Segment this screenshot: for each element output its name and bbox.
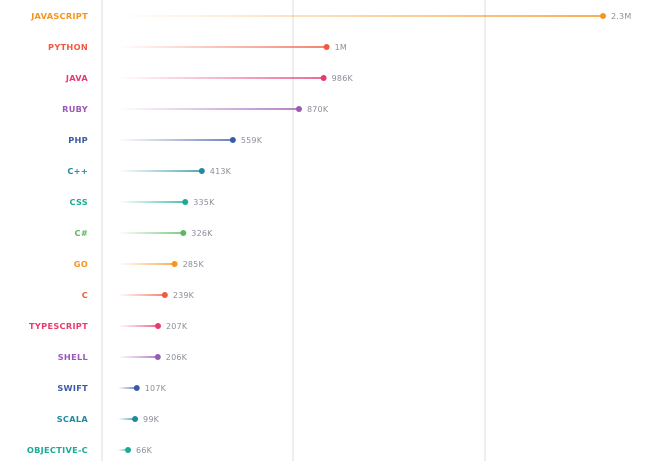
lollipop-dot: [161, 292, 168, 298]
row: RUBY 870K: [62, 104, 329, 114]
row: C# 326K: [75, 228, 213, 238]
lollipop-dot: [320, 75, 327, 81]
value-label: 335K: [193, 198, 215, 207]
row: C 239K: [82, 290, 195, 300]
value-label: 413K: [210, 167, 232, 176]
category-label: TYPESCRIPT: [29, 321, 88, 331]
row: OBJECTIVE-C 66K: [27, 445, 153, 455]
row: C++ 413K: [67, 166, 231, 176]
category-label: SCALA: [57, 414, 89, 424]
category-label: GO: [74, 259, 88, 269]
lollipop-dot: [229, 137, 236, 143]
value-label: 66K: [136, 446, 153, 455]
row: CSS 335K: [70, 197, 215, 207]
row: JAVA 986K: [65, 73, 354, 83]
lollipop-dot: [154, 354, 161, 360]
value-label: 2.3M: [611, 12, 631, 21]
row: SWIFT 107K: [57, 383, 166, 393]
lollipop-dot: [295, 106, 302, 112]
lollipop-dot: [198, 168, 205, 174]
grid: [101, 0, 486, 461]
row: JAVASCRIPT 2.3M: [30, 11, 631, 21]
lollipop-dot: [133, 385, 140, 391]
lollipop-dot: [125, 447, 132, 453]
lollipop-dot: [132, 416, 139, 422]
category-label: PYTHON: [48, 42, 88, 52]
value-label: 1M: [335, 43, 347, 52]
value-label: 206K: [166, 353, 188, 362]
category-label: PHP: [68, 135, 88, 145]
category-label: SWIFT: [57, 383, 88, 393]
row: PYTHON 1M: [48, 42, 347, 52]
category-label: C: [82, 290, 88, 300]
category-label: OBJECTIVE-C: [27, 445, 88, 455]
lollipop-dot: [600, 13, 606, 19]
category-label: JAVASCRIPT: [30, 11, 88, 21]
value-label: 99K: [143, 415, 160, 424]
row: GO 285K: [74, 259, 205, 269]
category-label: JAVA: [65, 73, 89, 83]
lollipop-dot: [171, 261, 178, 267]
category-label: CSS: [70, 197, 89, 207]
value-label: 285K: [183, 260, 205, 269]
row: SHELL 206K: [58, 352, 188, 362]
row: TYPESCRIPT 207K: [29, 321, 188, 331]
lollipop-dot: [155, 323, 162, 329]
row: SCALA 99K: [57, 414, 160, 424]
value-label: 986K: [332, 74, 354, 83]
chart-rows: JAVASCRIPT 2.3M PYTHON 1M JAVA 986K RUBY 870K PH…: [27, 11, 631, 455]
category-label: RUBY: [62, 104, 89, 114]
lollipop-dot: [180, 230, 187, 236]
category-label: C++: [67, 166, 88, 176]
row: PHP 559K: [68, 135, 262, 145]
category-label: SHELL: [58, 352, 88, 362]
value-label: 870K: [307, 105, 329, 114]
value-label: 239K: [173, 291, 195, 300]
lollipop-dot: [323, 44, 330, 50]
category-label: C#: [75, 228, 88, 238]
value-label: 326K: [191, 229, 213, 238]
value-label: 107K: [145, 384, 167, 393]
value-label: 559K: [241, 136, 263, 145]
value-label: 207K: [166, 322, 188, 331]
lollipop-dot: [182, 199, 189, 205]
